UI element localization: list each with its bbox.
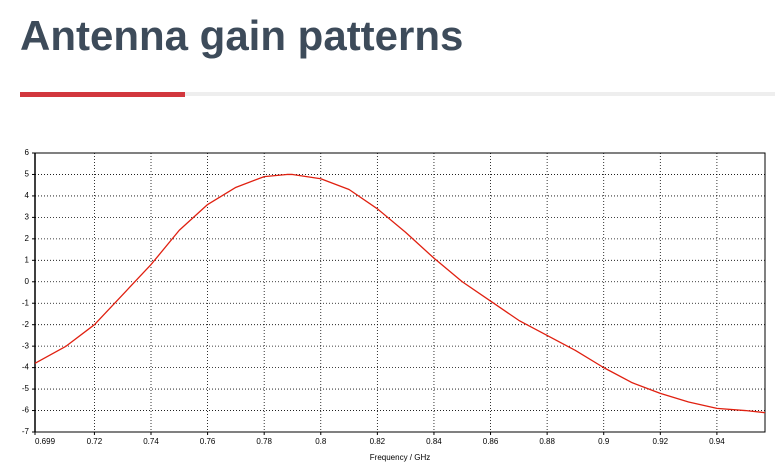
divider-accent xyxy=(20,92,185,97)
x-tick-label: 0.82 xyxy=(370,437,386,446)
x-tick-label: 0.72 xyxy=(87,437,103,446)
page-title: Antenna gain patterns xyxy=(20,12,464,59)
y-tick-label: -4 xyxy=(22,363,30,372)
x-tick-label: 0.84 xyxy=(426,437,442,446)
y-tick-label: 0 xyxy=(25,277,30,286)
plot-area xyxy=(34,152,766,433)
y-tick-label: -3 xyxy=(22,341,30,350)
y-tick-label: -5 xyxy=(22,384,30,393)
y-tick-label: -6 xyxy=(22,406,30,415)
divider xyxy=(185,92,775,96)
x-tick-label: 0.88 xyxy=(539,437,555,446)
y-tick-label: -7 xyxy=(22,427,30,436)
x-axis-label: Frequency / GHz xyxy=(370,453,430,462)
x-tick-label: 0.78 xyxy=(256,437,272,446)
x-tick-label: 0.94 xyxy=(709,437,725,446)
x-tick-label: 0.76 xyxy=(200,437,216,446)
y-tick-label: 1 xyxy=(25,255,30,264)
x-tick-label: 0.74 xyxy=(143,437,159,446)
y-tick-label: 2 xyxy=(25,234,30,243)
y-tick-label: 5 xyxy=(25,170,30,179)
y-tick-label: 3 xyxy=(25,212,30,221)
x-tick-label: 0.92 xyxy=(653,437,669,446)
x-tick-label: 0.9 xyxy=(598,437,610,446)
x-tick-label: 0.86 xyxy=(483,437,499,446)
y-tick-label: 6 xyxy=(25,148,30,157)
y-tick-label: -1 xyxy=(22,298,30,307)
y-tick-label: -2 xyxy=(22,320,30,329)
y-tick-label: 4 xyxy=(25,191,30,200)
x-tick-label: 0.8 xyxy=(315,437,327,446)
x-tick-label: 0.699 xyxy=(35,437,56,446)
data-line xyxy=(34,173,766,414)
